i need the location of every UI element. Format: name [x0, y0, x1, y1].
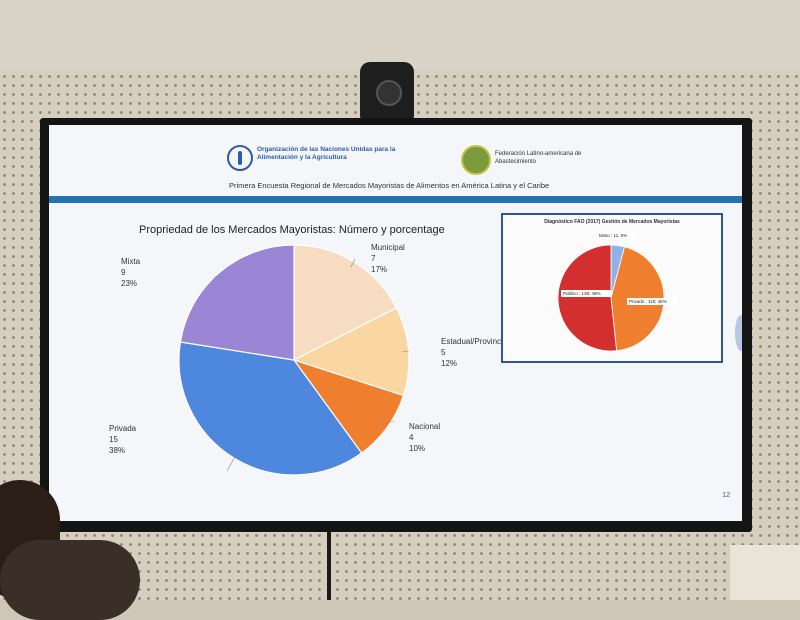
shelf — [730, 545, 800, 600]
slice-label-privada-percent: 38% — [109, 446, 125, 455]
mini-label-publico: Publico ; 138; 49% — [563, 291, 601, 296]
presentation-slide: Organización de las Naciones Unidas para… — [49, 125, 742, 521]
slice-label-estadual-provincial-count: 5 — [441, 348, 446, 357]
slice-label-privada-count: 15 — [109, 435, 118, 444]
slice-label-estadual-provincial-percent: 12% — [441, 359, 457, 368]
slice-label-estadual-provincial-name: Estadual/Provincial — [441, 337, 509, 346]
slice-label-municipal-name: Municipal — [371, 243, 405, 252]
mini-slice-publico — [558, 245, 617, 351]
mini-label-privado: Privado ; 118; 46% — [629, 299, 667, 304]
page-number: 12 — [722, 490, 730, 499]
tv-cable — [327, 532, 331, 600]
main-pie-chart: Municipal 7 17% Estadual/Provincial 5 12% Naci… — [49, 231, 509, 521]
camera-lens — [376, 80, 402, 106]
header-bar — [49, 196, 742, 203]
conference-camera — [360, 62, 414, 120]
slice-label-mixta-name: Mixta — [121, 257, 141, 266]
slice-label-mixta-count: 9 — [121, 268, 126, 277]
mini-label-mixto: Mixto ; 11; 5% — [599, 233, 627, 238]
slice-label-municipal-percent: 17% — [371, 265, 387, 274]
pie-slice-mixta — [180, 245, 294, 360]
slice-label-privada-name: Privada — [109, 424, 137, 433]
slide-subtitle: Primera Encuesta Regional de Mercados Ma… — [229, 181, 549, 190]
slice-label-mixta-percent: 23% — [121, 279, 137, 288]
mini-pie-chart: Mixto ; 11; 5% Privado ; 118; 46% Publico … — [503, 223, 721, 363]
fao-name: Organización de las Naciones Unidas para… — [257, 146, 397, 162]
mini-chart-box: Diagnóstico FAO (2017) Gestión de Mercad… — [501, 213, 723, 363]
flama-logo-icon — [461, 145, 491, 175]
slice-label-nacional-name: Nacional — [409, 422, 440, 431]
slide-nav-nub[interactable] — [735, 315, 742, 351]
audience-head — [0, 540, 140, 620]
slice-label-municipal-count: 7 — [371, 254, 376, 263]
slice-label-nacional-count: 4 — [409, 433, 414, 442]
slice-label-nacional-percent: 10% — [409, 444, 425, 453]
flama-name: Federación Latino-americana de Abastecim… — [495, 150, 595, 166]
wall-band — [0, 0, 800, 70]
fao-logo-icon — [227, 145, 253, 171]
